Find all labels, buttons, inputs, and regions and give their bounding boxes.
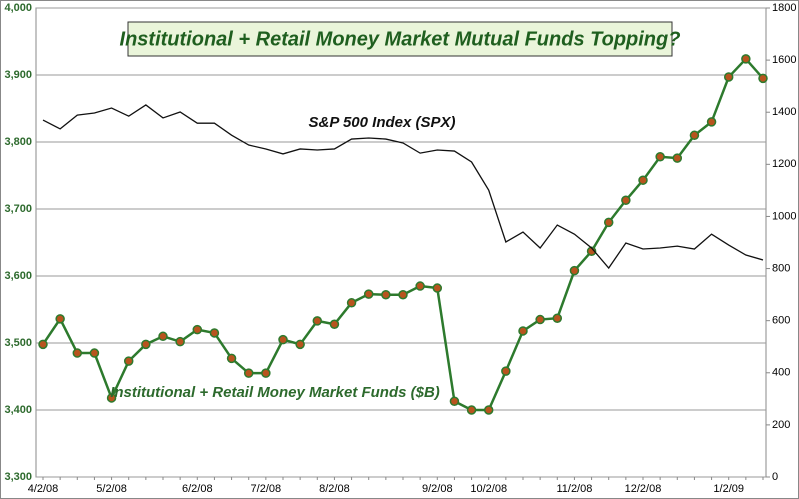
data-point xyxy=(535,314,545,325)
data-point xyxy=(501,366,511,376)
data-point xyxy=(655,151,665,162)
data-point xyxy=(312,316,323,326)
data-point xyxy=(175,336,185,347)
series-annotation: Institutional + Retail Money Market Fund… xyxy=(110,384,440,401)
data-point xyxy=(243,368,254,378)
y-tick-label: 3,500 xyxy=(4,337,32,349)
data-point xyxy=(621,195,631,206)
data-point xyxy=(569,265,580,276)
x-tick-label: 9/2/08 xyxy=(422,483,453,495)
data-point xyxy=(346,298,357,308)
data-point xyxy=(158,331,168,342)
y-tick-label: 3,300 xyxy=(4,471,32,483)
y2-tick-label: 800 xyxy=(772,262,790,274)
x-tick-label: 4/2/08 xyxy=(28,483,59,495)
data-point xyxy=(38,339,48,350)
x-tick-label: 10/2/08 xyxy=(470,483,507,495)
data-point xyxy=(689,130,700,141)
data-point xyxy=(55,314,65,324)
data-point xyxy=(295,339,305,350)
title-box xyxy=(127,21,673,57)
series-annotation: S&P 500 Index (SPX) xyxy=(309,114,456,131)
y2-tick-label: 1400 xyxy=(772,106,796,118)
data-point xyxy=(723,72,734,82)
y2-tick-label: 400 xyxy=(772,367,790,379)
y-tick-label: 3,700 xyxy=(4,203,32,215)
data-point xyxy=(449,396,460,407)
data-point xyxy=(483,405,494,415)
data-point xyxy=(72,348,83,358)
y-tick-label: 3,900 xyxy=(4,69,32,81)
data-point xyxy=(329,319,340,329)
y2-tick-label: 1200 xyxy=(772,158,796,170)
y2-tick-label: 0 xyxy=(772,471,778,483)
y-tick-label: 3,800 xyxy=(4,136,32,148)
x-tick-label: 7/2/08 xyxy=(251,483,282,495)
x-tick-label: 11/2/08 xyxy=(556,483,592,495)
data-point xyxy=(638,175,648,185)
data-point xyxy=(758,73,768,84)
data-point xyxy=(741,54,751,64)
data-point xyxy=(363,289,374,299)
y2-tick-label: 1000 xyxy=(772,210,796,222)
data-point xyxy=(106,393,117,403)
data-point xyxy=(89,348,100,358)
data-point xyxy=(552,313,563,323)
data-point xyxy=(141,339,151,350)
data-point xyxy=(278,334,288,345)
y-tick-label: 4,000 xyxy=(4,2,32,14)
y2-tick-label: 1800 xyxy=(772,2,796,14)
y-tick-label: 3,600 xyxy=(4,270,32,282)
data-point xyxy=(672,153,683,163)
x-tick-label: 8/2/08 xyxy=(319,483,350,495)
data-point xyxy=(398,290,408,300)
data-point xyxy=(518,326,528,336)
plot-area xyxy=(35,7,767,478)
data-point xyxy=(209,328,220,338)
x-tick-label: 12/2/08 xyxy=(625,483,662,495)
data-point xyxy=(123,356,134,366)
y2-tick-label: 200 xyxy=(772,419,790,431)
chart-title: Institutional + Retail Money Market Mutu… xyxy=(120,28,681,50)
data-point xyxy=(432,283,443,293)
data-point xyxy=(381,290,391,300)
data-point xyxy=(261,368,271,378)
data-point xyxy=(603,217,614,228)
y2-tick-label: 1600 xyxy=(772,54,796,66)
x-tick-label: 6/2/08 xyxy=(182,483,213,495)
y2-tick-label: 600 xyxy=(772,315,790,327)
data-point xyxy=(192,324,203,335)
x-tick-label: 1/2/09 xyxy=(713,483,744,495)
y-tick-label: 3,400 xyxy=(4,404,32,416)
data-point xyxy=(466,405,477,415)
data-point xyxy=(415,281,425,291)
data-point xyxy=(226,353,237,364)
data-point xyxy=(706,117,717,127)
x-tick-label: 5/2/08 xyxy=(96,483,127,495)
series-line xyxy=(42,104,764,270)
